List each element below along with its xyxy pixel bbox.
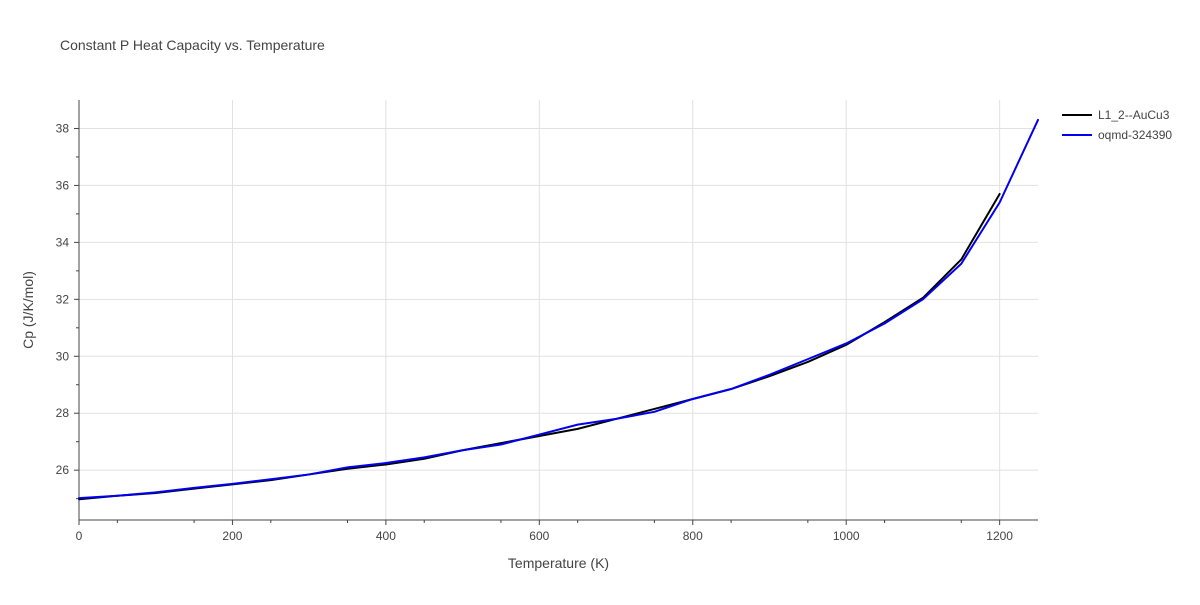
- chart-title: Constant P Heat Capacity vs. Temperature: [60, 37, 325, 53]
- x-tick-label: 400: [376, 529, 396, 543]
- x-tick-label: 200: [222, 529, 242, 543]
- legend-label: oqmd-324390: [1098, 128, 1172, 142]
- x-tick-label: 800: [683, 529, 703, 543]
- y-tick-label: 28: [56, 406, 70, 420]
- series-layer: [78, 118, 1039, 501]
- y-tick-label: 26: [56, 463, 70, 477]
- x-tick-label: 1200: [986, 529, 1013, 543]
- x-tick-label: 600: [529, 529, 549, 543]
- legend[interactable]: L1_2--AuCu3 oqmd-324390: [1062, 108, 1172, 142]
- y-tick-label: 30: [56, 349, 70, 363]
- y-tick-label: 32: [56, 292, 70, 306]
- x-axis-title: Temperature (K): [508, 555, 609, 571]
- legend-item-1[interactable]: oqmd-324390: [1062, 128, 1172, 142]
- x-tick-label: 1000: [833, 529, 860, 543]
- y-tick-label: 38: [56, 121, 70, 135]
- y-tick-label: 34: [56, 235, 70, 249]
- grid-layer: [79, 100, 1038, 520]
- legend-label: L1_2--AuCu3: [1098, 108, 1170, 122]
- axis-layer: 0 200 400 600 800 1000 1200 26 28 30 32 34 36 38: [56, 100, 1038, 543]
- series-line-1: [78, 118, 1039, 500]
- legend-item-0[interactable]: L1_2--AuCu3: [1062, 108, 1170, 122]
- x-tick-label: 0: [76, 529, 83, 543]
- y-axis-title: Cp (J/K/mol): [20, 271, 36, 349]
- y-tick-label: 36: [56, 178, 70, 192]
